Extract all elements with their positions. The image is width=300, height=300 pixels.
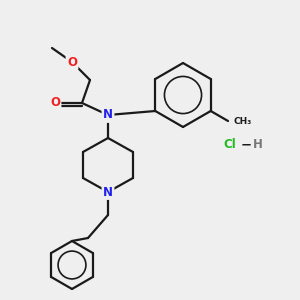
- Text: Cl: Cl: [224, 139, 236, 152]
- Text: N: N: [103, 185, 113, 199]
- Text: H: H: [253, 139, 263, 152]
- Text: CH₃: CH₃: [233, 116, 251, 125]
- Text: O: O: [50, 97, 60, 110]
- Text: N: N: [103, 109, 113, 122]
- Text: −: −: [240, 139, 252, 152]
- Text: O: O: [67, 56, 77, 68]
